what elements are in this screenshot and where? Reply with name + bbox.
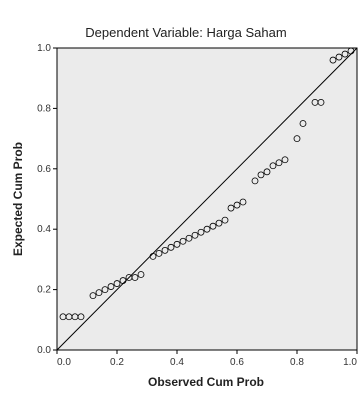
data-point [185,234,193,242]
y-tick-label: 0.6 [37,164,51,175]
y-tick-label: 0.4 [37,224,51,235]
data-point [203,225,211,233]
y-axis-label: Expected Cum Prob [11,142,25,256]
x-axis-label: Observed Cum Prob [148,375,264,389]
x-axis-ticks: 0.0 0.2 0.4 0.6 0.8 1.0 [56,350,358,368]
y-axis-ticks: 0.0 0.2 0.4 0.6 0.8 1.0 [37,43,57,356]
data-point [239,198,247,206]
data-point [77,313,85,321]
data-point [341,50,349,58]
data-point [209,222,217,230]
y-tick-label: 0.0 [37,345,51,356]
data-point [251,177,259,185]
x-tick-label: 0.4 [170,357,184,368]
data-point [173,240,181,248]
data-point [89,292,97,300]
data-point [155,249,163,257]
data-point [113,280,121,287]
x-tick-label: 0.8 [290,357,304,368]
data-point [215,219,223,227]
data-point [161,246,169,254]
data-point [263,168,271,176]
data-point [119,277,127,284]
reference-diagonal-line [56,47,358,351]
data-point [317,98,325,106]
data-point [335,53,343,61]
data-point [281,156,289,164]
x-tick-label: 0.0 [57,357,71,368]
data-point [197,228,205,236]
data-point [107,283,115,290]
data-point [221,216,229,224]
y-tick-label: 1.0 [37,43,51,54]
data-point [257,171,265,179]
data-point [191,231,199,239]
data-point [233,201,241,209]
y-tick-label: 0.2 [37,285,51,296]
chart-title: Dependent Variable: Harga Saham [85,25,286,40]
data-points [59,47,355,321]
data-point [275,159,283,167]
x-tick-label: 0.2 [110,357,124,368]
data-point [167,243,175,251]
data-point [137,271,145,278]
data-point [149,252,157,260]
data-point [179,237,187,245]
data-point [269,162,277,170]
data-point [131,274,139,281]
data-point [293,135,301,143]
data-point [101,286,109,294]
data-point [347,47,355,55]
data-point [299,120,307,127]
data-point [329,56,337,64]
x-tick-label: 0.6 [230,357,244,368]
data-point [227,204,235,212]
x-tick-label: 1.0 [343,357,357,368]
y-tick-label: 0.8 [37,103,51,114]
data-point [95,289,103,297]
